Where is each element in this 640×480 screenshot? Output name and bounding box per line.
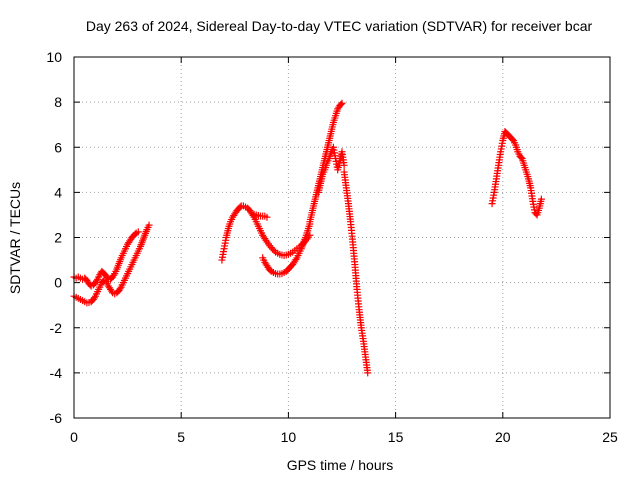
y-tick-label: -6 xyxy=(50,410,63,426)
data-point xyxy=(116,285,124,293)
x-tick-label: 20 xyxy=(495,429,511,445)
x-axis-title: GPS time / hours xyxy=(287,457,394,473)
data-point xyxy=(340,161,348,169)
y-tick-label: 10 xyxy=(46,49,62,65)
data-point xyxy=(337,100,345,108)
x-tick-label: 10 xyxy=(281,429,297,445)
data-point xyxy=(262,236,270,244)
x-tick-label: 5 xyxy=(177,429,185,445)
y-tick-label: 8 xyxy=(54,94,62,110)
data-point xyxy=(270,247,278,255)
grid xyxy=(74,57,610,418)
x-tick-label: 15 xyxy=(388,429,404,445)
data-point xyxy=(134,228,142,236)
series-segment-2-peak-band xyxy=(314,143,348,196)
y-tick-label: -2 xyxy=(50,320,63,336)
y-tick-label: 0 xyxy=(54,275,62,291)
data-point xyxy=(90,294,98,302)
series-segment-2-tail xyxy=(248,210,271,221)
x-tick-label: 25 xyxy=(602,429,618,445)
series-segment-1-lower xyxy=(70,221,153,307)
axis-ticks: 0 5 10 15 20 25 -6 -4 -2 0 2 4 6 8 10 xyxy=(46,49,618,445)
x-tick-label: 0 xyxy=(70,429,78,445)
data-point xyxy=(537,195,545,203)
y-axis-title: SDTVAR / TECUs xyxy=(7,182,23,294)
data-point xyxy=(110,271,118,279)
y-tick-label: -4 xyxy=(50,365,63,381)
data-point xyxy=(145,221,153,229)
y-tick-label: 6 xyxy=(54,139,62,155)
data-point xyxy=(263,213,271,221)
chart-title: Day 263 of 2024, Sidereal Day-to-day VTE… xyxy=(86,18,593,34)
series-segment-3 xyxy=(488,127,545,219)
data-point xyxy=(364,369,372,377)
data-points xyxy=(70,99,545,377)
series-segment-2-fall xyxy=(340,168,372,377)
data-point xyxy=(292,255,300,263)
series-segment-2-lower xyxy=(259,220,314,278)
data-point xyxy=(93,277,101,285)
y-tick-label: 4 xyxy=(54,184,62,200)
data-point xyxy=(338,99,346,107)
y-tick-label: 2 xyxy=(54,230,62,246)
